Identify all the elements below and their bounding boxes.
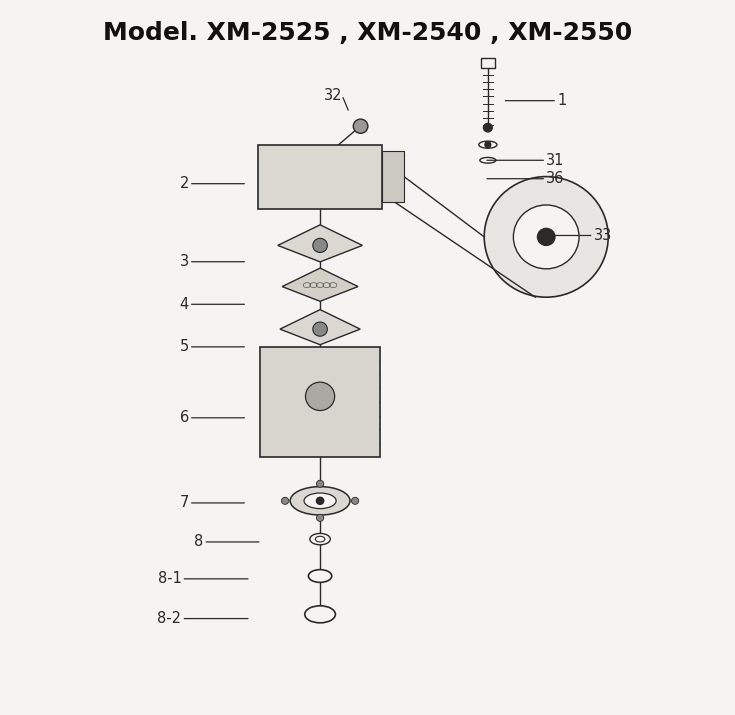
Text: 8-2: 8-2 xyxy=(157,611,182,626)
Text: 1: 1 xyxy=(557,93,567,108)
Ellipse shape xyxy=(309,570,331,583)
Bar xyxy=(260,347,380,457)
Circle shape xyxy=(282,497,289,504)
Text: 33: 33 xyxy=(594,228,612,243)
Text: 2: 2 xyxy=(179,176,189,191)
Circle shape xyxy=(484,177,609,297)
Bar xyxy=(258,144,382,209)
Ellipse shape xyxy=(315,536,325,542)
Polygon shape xyxy=(278,225,362,262)
Text: 3: 3 xyxy=(179,255,189,270)
Ellipse shape xyxy=(310,533,330,545)
Text: 5: 5 xyxy=(179,340,189,355)
Text: 8: 8 xyxy=(194,534,204,549)
Bar xyxy=(382,151,404,202)
Ellipse shape xyxy=(290,487,350,515)
Text: 8-1: 8-1 xyxy=(157,571,182,586)
Circle shape xyxy=(537,228,555,245)
Text: 7: 7 xyxy=(179,495,189,511)
Text: Model. XM-2525 , XM-2540 , XM-2550: Model. XM-2525 , XM-2540 , XM-2550 xyxy=(103,21,632,44)
Circle shape xyxy=(317,497,323,504)
Polygon shape xyxy=(282,268,358,301)
Circle shape xyxy=(306,382,334,410)
Circle shape xyxy=(313,322,327,336)
Text: 32: 32 xyxy=(323,87,342,102)
Circle shape xyxy=(317,514,323,521)
Text: 4: 4 xyxy=(179,297,189,312)
Text: 31: 31 xyxy=(546,153,564,168)
Circle shape xyxy=(484,124,492,132)
Ellipse shape xyxy=(305,606,335,623)
Circle shape xyxy=(354,119,368,133)
Bar xyxy=(481,58,495,68)
Circle shape xyxy=(513,205,579,269)
Circle shape xyxy=(313,238,327,252)
Ellipse shape xyxy=(304,493,336,508)
Ellipse shape xyxy=(480,157,496,163)
Text: 6: 6 xyxy=(179,410,189,425)
Polygon shape xyxy=(280,310,360,345)
Text: 36: 36 xyxy=(546,171,564,186)
Circle shape xyxy=(351,497,359,504)
Ellipse shape xyxy=(478,141,497,148)
Circle shape xyxy=(317,480,323,488)
Circle shape xyxy=(485,142,491,147)
